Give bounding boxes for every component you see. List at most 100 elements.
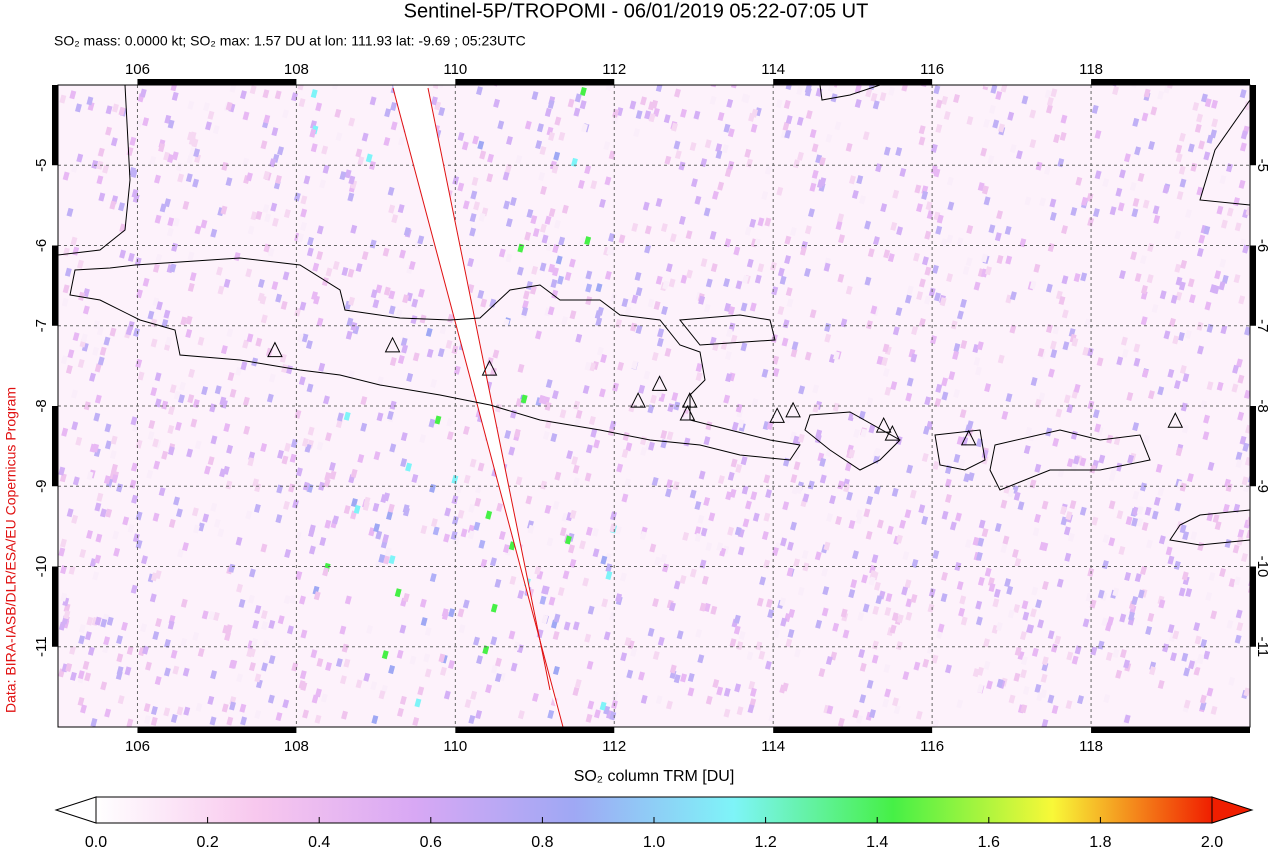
- pixel: [735, 463, 743, 473]
- pixel: [864, 220, 872, 230]
- pixel: [603, 141, 611, 151]
- pixel: [1077, 695, 1084, 705]
- pixel: [1040, 673, 1048, 683]
- y-tick-label: -6: [1254, 239, 1271, 252]
- pixel: [802, 493, 810, 503]
- pixel: [1029, 139, 1037, 149]
- pixel: [700, 527, 708, 537]
- pixel: [977, 537, 985, 547]
- pixel: [843, 483, 851, 493]
- pixel: [605, 85, 613, 91]
- pixel: [1132, 117, 1140, 127]
- pixel: [286, 365, 293, 375]
- pixel: [933, 168, 941, 178]
- coast-sulawesi: [1199, 99, 1250, 206]
- pixel: [1097, 640, 1105, 650]
- pixel: [185, 315, 193, 325]
- pixel: [997, 354, 1005, 364]
- pixel: [798, 385, 806, 395]
- pixel: [1228, 578, 1236, 588]
- pixel: [308, 528, 315, 538]
- pixel: [887, 253, 895, 263]
- pixel: [606, 246, 614, 256]
- pixel: [751, 398, 759, 408]
- pixel: [132, 533, 140, 543]
- pixel: [320, 693, 328, 703]
- coast-sumatra: [58, 85, 131, 256]
- pixel: [833, 351, 840, 361]
- pixel: [621, 493, 629, 503]
- pixel: [167, 424, 175, 434]
- pixel: [996, 254, 1004, 264]
- pixel: [821, 567, 829, 577]
- pixel: [391, 214, 399, 224]
- pixel: [730, 458, 738, 468]
- colorbar-tick-label: 1.4: [866, 834, 888, 851]
- pixel: [130, 462, 138, 472]
- pixel: [94, 616, 102, 626]
- pixel: [885, 593, 893, 603]
- frame-bar: [1250, 406, 1256, 487]
- pixel: [775, 99, 783, 109]
- pixel: [382, 247, 390, 257]
- pixel: [1222, 503, 1230, 513]
- pixel: [651, 99, 659, 109]
- pixel: [640, 96, 647, 106]
- pixel: [807, 480, 815, 490]
- pixel: [80, 333, 88, 343]
- pixel: [388, 204, 396, 214]
- pixel: [1058, 296, 1066, 306]
- pixel: [332, 515, 339, 525]
- pixel: [1062, 341, 1070, 351]
- pixel: [553, 613, 561, 623]
- pixel: [746, 158, 753, 168]
- pixel: [985, 266, 992, 276]
- pixel: [78, 635, 86, 645]
- pixel: [420, 617, 428, 627]
- pixel: [1216, 205, 1224, 215]
- pixel: [960, 340, 968, 350]
- pixel: [170, 649, 178, 659]
- pixel: [1091, 104, 1099, 114]
- pixel: [260, 140, 268, 150]
- pixel: [316, 225, 324, 235]
- pixel: [480, 558, 488, 568]
- pixel: [477, 289, 485, 299]
- pixel: [1094, 423, 1102, 433]
- pixel: [689, 489, 697, 499]
- pixel: [1119, 613, 1127, 623]
- pixel: [1203, 650, 1211, 660]
- pixel: [444, 507, 452, 517]
- colorbar-min-arrow: [54, 796, 97, 824]
- pixel: [71, 421, 79, 431]
- y-tick-label: -7: [1254, 319, 1271, 332]
- pixel: [697, 654, 705, 664]
- pixel: [634, 271, 642, 281]
- pixel: [161, 450, 169, 460]
- pixel: [945, 664, 952, 674]
- pixel: [663, 114, 671, 124]
- pixel: [212, 125, 220, 135]
- pixel: [1035, 599, 1043, 609]
- pixel: [355, 148, 363, 158]
- pixel: [339, 675, 347, 685]
- pixel: [497, 120, 505, 130]
- pixel: [934, 398, 942, 408]
- pixel: [891, 487, 899, 497]
- pixel: [816, 179, 824, 189]
- pixel: [863, 508, 871, 518]
- pixel: [97, 147, 105, 157]
- pixel: [859, 662, 867, 672]
- pixel: [880, 203, 888, 213]
- pixel: [534, 330, 542, 340]
- pixel: [1170, 652, 1177, 662]
- pixel: [306, 247, 314, 257]
- pixel: [126, 718, 134, 727]
- pixel: [170, 713, 178, 723]
- pixel: [1152, 205, 1160, 215]
- pixel: [247, 225, 255, 235]
- pixel: [306, 383, 314, 393]
- pixel: [374, 561, 382, 571]
- pixel: [954, 562, 962, 572]
- colorbar-label: SO₂ column TRM [DU]: [574, 768, 735, 785]
